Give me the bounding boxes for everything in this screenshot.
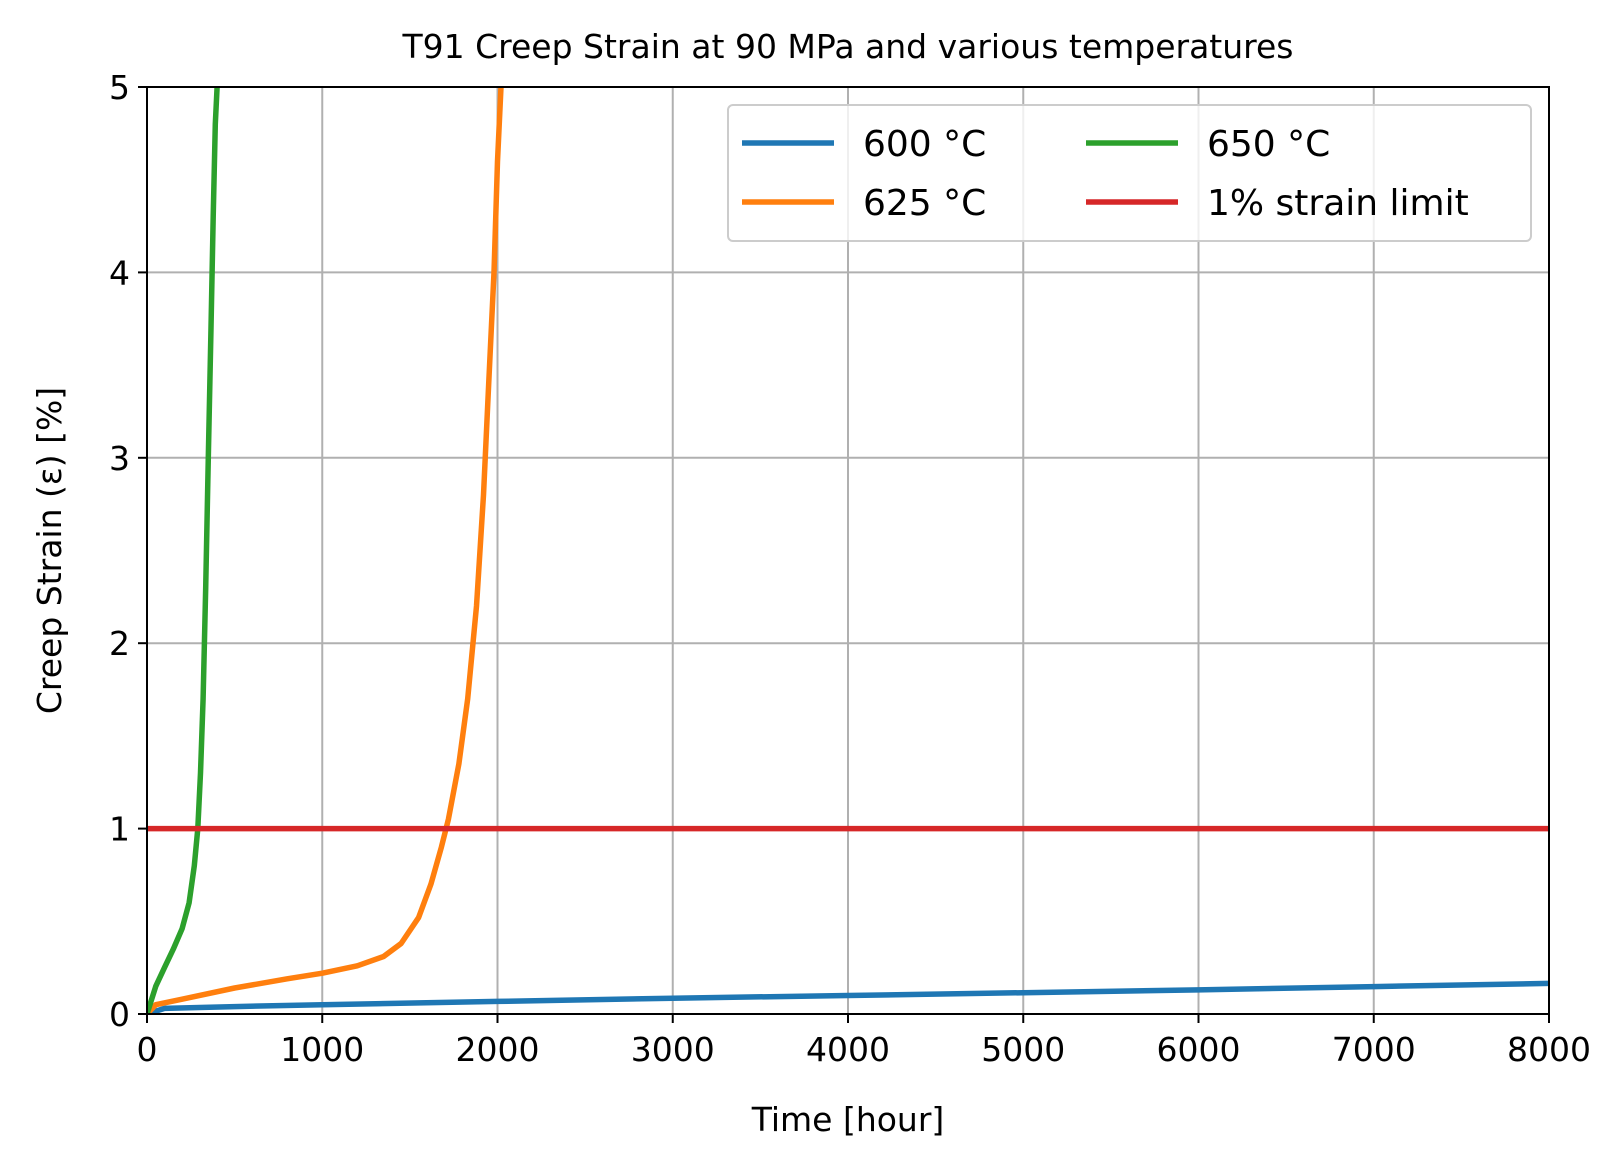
legend: 600 °C 625 °C 650 °C 1% strain limit xyxy=(727,104,1532,242)
x-tick-label: 0 xyxy=(137,1030,158,1069)
chart-title: T91 Creep Strain at 90 MPa and various t… xyxy=(401,27,1293,66)
legend-label-1: 625 °C xyxy=(863,183,986,224)
x-tick-label: 6000 xyxy=(1157,1030,1241,1069)
legend-label-0: 600 °C xyxy=(863,124,986,165)
legend-label-2: 650 °C xyxy=(1207,124,1330,165)
x-tick-label: 3000 xyxy=(631,1030,715,1069)
x-tick-label: 8000 xyxy=(1507,1030,1591,1069)
ticks: 0 1000 2000 3000 4000 5000 6000 7000 8000 0 1 2 3 4 5 xyxy=(109,68,1591,1069)
legend-box xyxy=(727,104,1532,242)
x-tick-label: 5000 xyxy=(981,1030,1065,1069)
x-axis-label: Time [hour] xyxy=(751,1100,945,1139)
x-tick-label: 2000 xyxy=(456,1030,540,1069)
y-tick-label: 1 xyxy=(109,810,130,849)
y-tick-label: 3 xyxy=(109,439,130,478)
series-line-0 xyxy=(147,980,1549,1014)
series-layer xyxy=(147,87,1549,1014)
x-tick-label: 7000 xyxy=(1332,1030,1416,1069)
legend-label-3: 1% strain limit xyxy=(1207,183,1469,224)
series-line-1 xyxy=(147,87,504,1014)
x-tick-label: 4000 xyxy=(806,1030,890,1069)
y-tick-label: 5 xyxy=(109,68,130,107)
y-tick-label: 2 xyxy=(109,624,130,663)
y-tick-label: 4 xyxy=(109,253,130,292)
y-tick-label: 0 xyxy=(109,995,130,1034)
series-line-2 xyxy=(147,87,220,1014)
y-axis-label: Creep Strain (ε) [%] xyxy=(30,387,69,714)
x-tick-label: 1000 xyxy=(280,1030,364,1069)
